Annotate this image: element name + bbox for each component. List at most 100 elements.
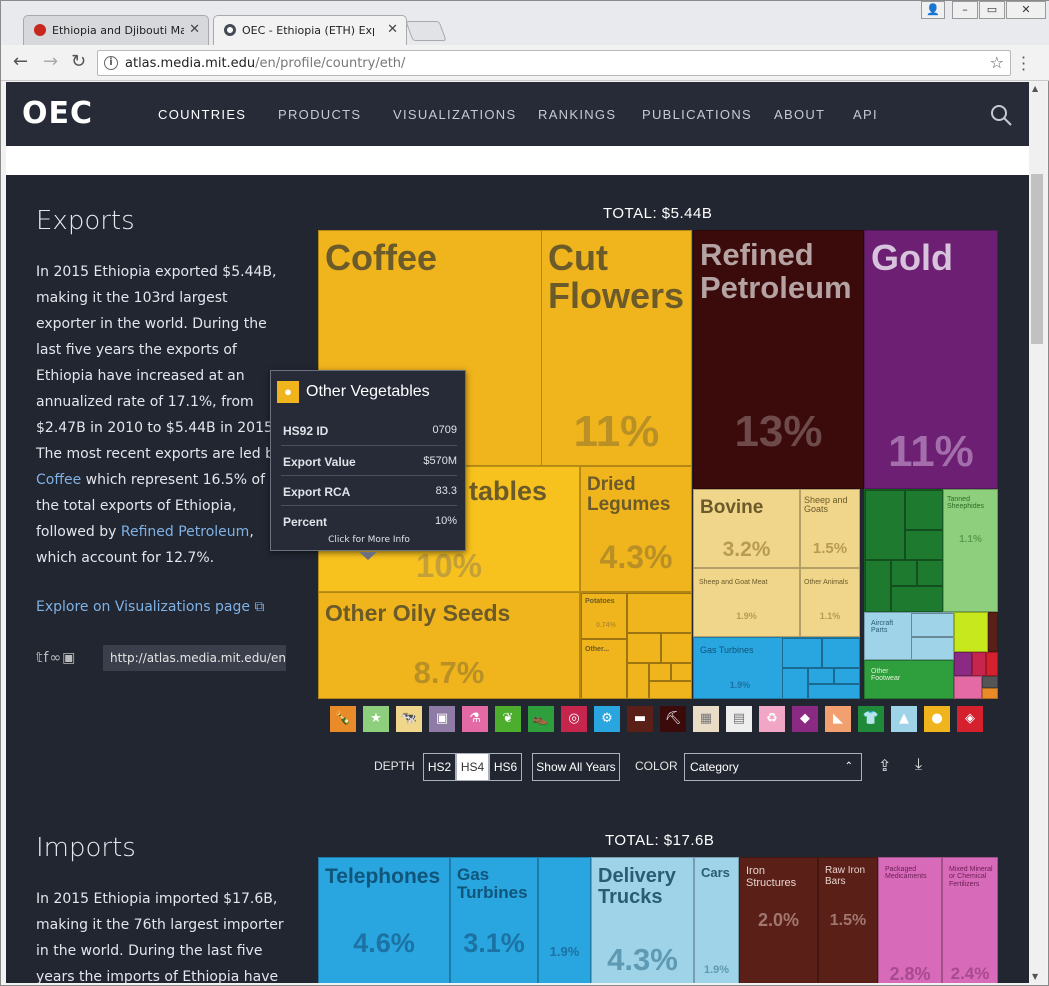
treemap-block-raw-iron-bars[interactable]: Raw Iron Bars 1.5% bbox=[818, 857, 878, 983]
treemap-cell[interactable] bbox=[649, 663, 671, 681]
treemap-block-gold[interactable]: Gold 11% bbox=[864, 230, 998, 489]
user-icon[interactable]: 👤 bbox=[921, 1, 945, 19]
facebook-icon[interactable]: f bbox=[43, 650, 50, 666]
twitter-icon[interactable]: 𝕥 bbox=[36, 650, 44, 666]
treemap-cell[interactable] bbox=[782, 668, 808, 698]
treemap-cell[interactable] bbox=[671, 663, 691, 681]
nav-about[interactable]: ABOUT bbox=[774, 107, 826, 122]
forward-arrow-icon[interactable]: → bbox=[43, 51, 59, 72]
nav-visualizations[interactable]: VISUALIZATIONS bbox=[393, 107, 517, 122]
coffee-link[interactable]: Coffee bbox=[36, 472, 82, 488]
treemap-block-cut-flowers[interactable]: Cut Flowers 11% bbox=[541, 230, 692, 466]
share-url-field[interactable]: http://atlas.media.mit.edu/en/ bbox=[103, 645, 286, 671]
download-icon[interactable]: ⤓ bbox=[915, 756, 923, 773]
oec-logo[interactable]: OEC bbox=[22, 96, 94, 131]
treemap-block-other-footwear[interactable]: Other Footwear bbox=[864, 660, 954, 699]
treemap-cell[interactable] bbox=[808, 684, 859, 698]
refined-petroleum-link[interactable]: Refined Petroleum bbox=[120, 524, 250, 540]
treemap-block-pink[interactable] bbox=[954, 676, 982, 699]
picture-icon[interactable]: ▣ bbox=[429, 706, 455, 732]
pickaxe-icon[interactable]: ⛏ bbox=[660, 706, 686, 732]
nav-countries[interactable]: COUNTRIES bbox=[158, 107, 247, 122]
reload-icon[interactable]: ↻ bbox=[71, 51, 87, 72]
color-select[interactable]: Category ⌃ bbox=[684, 753, 862, 781]
star-icon[interactable]: ★ bbox=[363, 706, 389, 732]
show-all-years-button[interactable]: Show All Years bbox=[532, 753, 620, 781]
treemap-block-yellowgreen[interactable] bbox=[954, 612, 988, 652]
treemap-block-other-oily-seeds[interactable]: Other Oily Seeds 8.7% bbox=[318, 592, 580, 699]
tab-ethiopia-djibouti[interactable]: Ethiopia and Djibouti March ✕ bbox=[23, 15, 209, 45]
link-icon[interactable]: ∞ bbox=[49, 650, 63, 666]
search-icon[interactable] bbox=[990, 104, 1012, 126]
road-icon[interactable]: ▲ bbox=[891, 706, 917, 732]
treemap-cell[interactable] bbox=[627, 663, 649, 698]
treemap-block-bovine[interactable]: Bovine 3.2% bbox=[693, 489, 800, 568]
close-tab-icon[interactable]: ✕ bbox=[387, 22, 398, 37]
treemap-block-aircraft-parts[interactable]: Aircraft Parts bbox=[864, 612, 954, 660]
explore-visualizations-link[interactable]: Explore on Visualizations page ⧉ bbox=[36, 599, 264, 615]
treemap-block-green-cluster[interactable] bbox=[864, 489, 943, 612]
treemap-block-red[interactable] bbox=[986, 652, 998, 676]
pumpkin-icon[interactable]: ● bbox=[924, 706, 950, 732]
tab-oec-ethiopia[interactable]: OEC - Ethiopia (ETH) Export ✕ bbox=[213, 15, 407, 45]
treemap-block-other-animals[interactable]: Other Animals 1.1% bbox=[800, 568, 860, 637]
treemap-block-gas-turbines[interactable]: Gas Turbines 1.9% bbox=[693, 637, 860, 699]
box-icon[interactable]: ▦ bbox=[693, 706, 719, 732]
menu-dots-icon[interactable]: · · · bbox=[1021, 48, 1027, 79]
treemap-block-packaged-medicaments[interactable]: Packaged Medicaments 2.8% bbox=[878, 857, 942, 983]
depth-hs6-button[interactable]: HS6 bbox=[489, 753, 522, 781]
treemap-block-crimson[interactable] bbox=[972, 652, 986, 676]
treemap-block-tanned-sheephides[interactable]: Tanned Sheephides 1.1% bbox=[943, 489, 998, 612]
treemap-block-grey[interactable] bbox=[982, 676, 998, 688]
shirt-icon[interactable]: 👕 bbox=[858, 706, 884, 732]
nav-api[interactable]: API bbox=[853, 107, 878, 122]
scroll-down-icon[interactable]: ▼ bbox=[1032, 972, 1039, 981]
treemap-tooltip[interactable]: ● Other Vegetables HS92 ID 0709 Export Val… bbox=[270, 370, 466, 560]
treemap-block-refined-petroleum[interactable]: Refined Petroleum 13% bbox=[693, 230, 864, 489]
treemap-block-machinery-other[interactable]: 1.9% bbox=[538, 857, 591, 983]
gears-icon[interactable]: ⚙ bbox=[594, 706, 620, 732]
treemap-cell[interactable] bbox=[917, 560, 942, 586]
nav-publications[interactable]: PUBLICATIONS bbox=[642, 107, 752, 122]
ruler-icon[interactable]: ◣ bbox=[825, 706, 851, 732]
treemap-cell[interactable] bbox=[627, 593, 691, 633]
treemap-cell[interactable] bbox=[891, 586, 942, 611]
treemap-cell[interactable] bbox=[911, 637, 953, 659]
bottle-icon[interactable]: 🍾 bbox=[330, 706, 356, 732]
new-tab-button[interactable] bbox=[405, 21, 447, 41]
back-arrow-icon[interactable]: ← bbox=[13, 51, 29, 72]
flask-icon[interactable]: ⚗ bbox=[462, 706, 488, 732]
depth-hs2-button[interactable]: HS2 bbox=[423, 753, 456, 781]
treemap-cell[interactable] bbox=[661, 633, 691, 663]
treemap-cell-potatoes[interactable]: Potatoes 0.74% bbox=[581, 593, 627, 639]
treemap-block-dried-legumes[interactable]: Dried Legumes 4.3% bbox=[580, 466, 692, 592]
treemap-cell[interactable] bbox=[782, 638, 822, 668]
share-export-icon[interactable]: ⇪ bbox=[878, 758, 892, 775]
wheat-icon[interactable]: ❦ bbox=[495, 706, 521, 732]
animal-icon[interactable]: 🐄 bbox=[396, 706, 422, 732]
anvil-icon[interactable]: ▬ bbox=[627, 706, 653, 732]
close-tab-icon[interactable]: ✕ bbox=[189, 22, 200, 37]
close-window-button[interactable]: ✕ bbox=[1006, 1, 1046, 19]
bookmark-star-icon[interactable]: ☆ bbox=[989, 53, 1004, 72]
address-bar[interactable]: i atlas.media.mit.edu/en/profile/country… bbox=[97, 50, 1011, 76]
treemap-block-purple[interactable] bbox=[954, 652, 972, 676]
gem-icon[interactable]: ◆ bbox=[792, 706, 818, 732]
depth-hs4-button[interactable]: HS4 bbox=[456, 753, 489, 781]
shoe-icon[interactable]: 👞 bbox=[528, 706, 554, 732]
treemap-cell[interactable] bbox=[649, 681, 691, 698]
nav-rankings[interactable]: RANKINGS bbox=[538, 107, 617, 122]
treemap-block-cars[interactable]: Cars 1.9% bbox=[694, 857, 739, 983]
treemap-cell[interactable] bbox=[891, 560, 917, 586]
nav-products[interactable]: PRODUCTS bbox=[278, 107, 362, 122]
tooltip-more-info-link[interactable]: Click for More Info bbox=[328, 535, 410, 545]
treemap-block-orange[interactable] bbox=[982, 688, 998, 699]
treemap-block-mixed-fertilizers[interactable]: Mixed Mineral or Chemical Fertilizers 2.… bbox=[942, 857, 998, 983]
treemap-block-sheep-goats[interactable]: Sheep and Goats 1.5% bbox=[800, 489, 860, 568]
recycle-icon[interactable]: ♻ bbox=[759, 706, 785, 732]
page-scrollbar[interactable]: ▲ ▼ bbox=[1029, 82, 1045, 983]
tag-icon[interactable]: ◈ bbox=[957, 706, 983, 732]
treemap-cell[interactable] bbox=[822, 638, 859, 668]
treemap-block-dark-red[interactable] bbox=[988, 612, 998, 652]
treemap-cell[interactable] bbox=[905, 490, 942, 530]
